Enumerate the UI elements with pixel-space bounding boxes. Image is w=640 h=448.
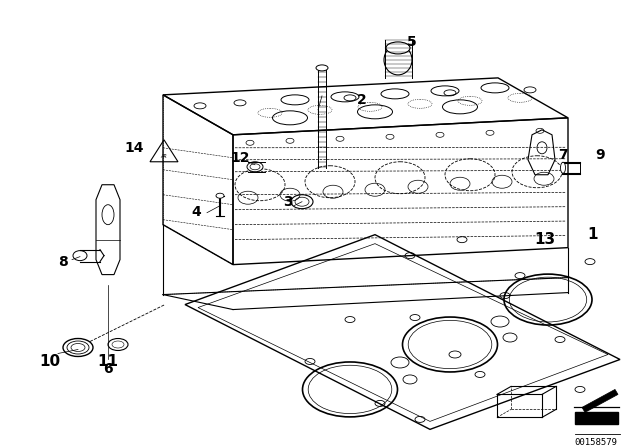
Text: 3: 3 — [283, 195, 293, 209]
Ellipse shape — [247, 162, 263, 172]
Text: 10: 10 — [40, 354, 61, 369]
Text: 14: 14 — [124, 141, 144, 155]
Ellipse shape — [316, 65, 328, 71]
Polygon shape — [575, 413, 618, 424]
Text: 6: 6 — [103, 362, 113, 376]
Text: 1: 1 — [588, 227, 598, 242]
Text: 5: 5 — [407, 35, 417, 49]
Text: 11: 11 — [97, 354, 118, 369]
Ellipse shape — [73, 250, 87, 261]
Text: AR: AR — [161, 154, 168, 159]
Text: 12: 12 — [230, 151, 250, 165]
Text: 9: 9 — [595, 148, 605, 162]
Text: 7: 7 — [558, 148, 568, 162]
Text: 2: 2 — [357, 93, 367, 107]
Polygon shape — [582, 389, 618, 413]
Ellipse shape — [561, 162, 566, 173]
Ellipse shape — [216, 193, 224, 198]
Text: 00158579: 00158579 — [575, 438, 618, 447]
Ellipse shape — [63, 339, 93, 357]
Text: 8: 8 — [58, 254, 68, 269]
Text: 13: 13 — [534, 232, 556, 247]
Ellipse shape — [386, 42, 410, 54]
Text: 4: 4 — [191, 205, 201, 219]
